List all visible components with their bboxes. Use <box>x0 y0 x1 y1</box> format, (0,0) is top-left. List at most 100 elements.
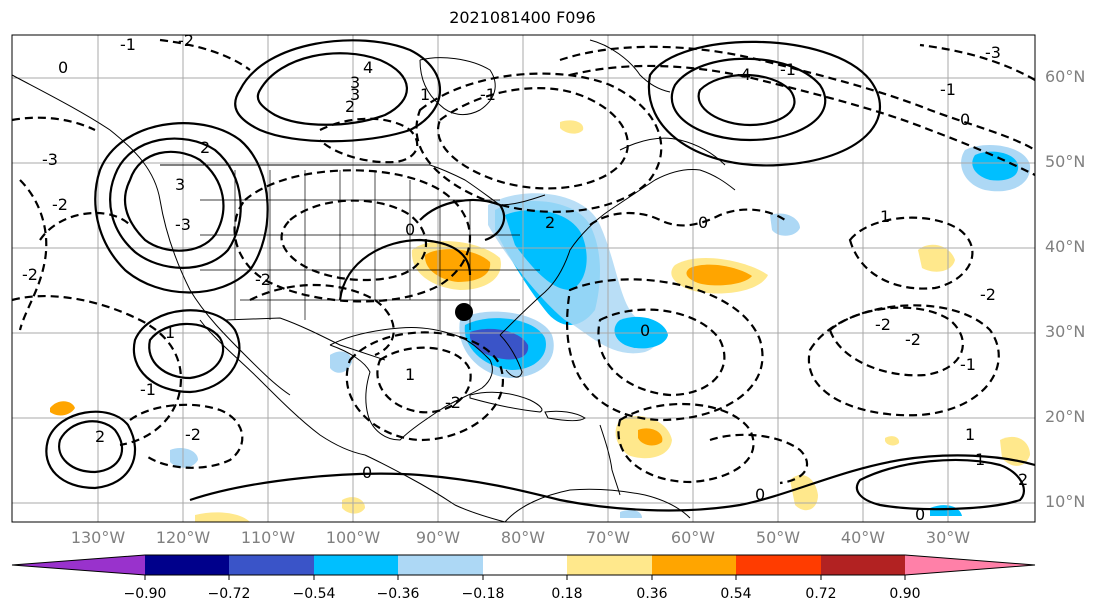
lon-label: 50°W <box>755 528 801 547</box>
coast-mexico-west <box>199 319 366 456</box>
shade-yellow-7 <box>195 512 250 522</box>
contour-label: -4 <box>735 65 751 84</box>
contour-label: -2 <box>980 285 996 304</box>
contour-zero-south <box>189 454 1036 512</box>
contour-label: 1 <box>880 207 890 226</box>
coast-greenland <box>589 39 671 93</box>
shade-orange-pac <box>50 401 75 416</box>
lat-label: 10°N <box>1045 492 1086 511</box>
colorbar-tick-label: −0.90 <box>123 586 167 602</box>
shade-yellow-8 <box>885 436 900 446</box>
us-canada-border <box>160 164 546 206</box>
shade-blue-north-atl <box>972 151 1019 181</box>
coast-central-america <box>364 454 506 523</box>
contour-label: -3 <box>985 43 1001 62</box>
colorbar-tick-label: −0.18 <box>461 586 505 602</box>
contour-label: 2 <box>200 138 210 157</box>
contour-label: -2 <box>875 315 891 334</box>
lat-label: 40°N <box>1045 237 1086 256</box>
coastlines <box>11 39 736 523</box>
coast-canada-east <box>619 137 736 191</box>
lon-label: 110°W <box>240 528 296 547</box>
contour-label: 3 <box>350 73 360 92</box>
shading-layer <box>50 120 1031 522</box>
lat-label: 30°N <box>1045 322 1086 341</box>
contour-label: -2 <box>178 31 194 50</box>
coast-antilles <box>599 424 621 496</box>
colorbar <box>11 554 1036 580</box>
shade-yellow-3 <box>560 120 584 134</box>
lon-label: 90°W <box>415 528 461 547</box>
lon-label: 30°W <box>925 528 971 547</box>
contour-label: 2 <box>95 427 105 446</box>
contour-label: -2 <box>52 195 68 214</box>
colorbar-seg-3 <box>314 555 398 575</box>
colorbar-min-arrow <box>12 555 145 575</box>
contour-neg-atl <box>848 216 974 290</box>
lon-label: 80°W <box>500 528 546 547</box>
shade-yellow-1 <box>918 244 955 272</box>
contour-label: 4 <box>363 58 373 77</box>
shade-lightblue-mex <box>330 351 352 373</box>
graticule <box>12 35 1035 522</box>
contour-label: 0 <box>640 321 650 340</box>
contour-label: -1 <box>140 380 156 399</box>
lat-label: 50°N <box>1045 152 1086 171</box>
contour-label: 1 <box>420 85 430 104</box>
contour-label: 0 <box>698 213 708 232</box>
contour-label: 2 <box>545 213 555 232</box>
contour-label: -3 <box>42 150 58 169</box>
contour-pac-low-south <box>58 420 124 474</box>
colorbar-tick-label: 0.18 <box>551 586 583 602</box>
contour-label: -2 <box>255 270 271 289</box>
contour-neg-north <box>437 87 629 190</box>
colorbar-tick-label: 0.54 <box>720 586 752 602</box>
map-frame <box>11 34 1036 523</box>
contour-label: -2 <box>445 393 461 412</box>
lon-label: 100°W <box>325 528 381 547</box>
colorbar-tick-label: 0.72 <box>805 586 837 602</box>
shade-orange-atlantic <box>686 264 752 286</box>
contour-label: 1 <box>165 323 175 342</box>
map-title: 2021081400 F096 <box>449 8 596 27</box>
contour-label: 0 <box>960 110 970 129</box>
shade-orange-2 <box>638 428 663 446</box>
colorbar-tick-label: 0.36 <box>636 586 668 602</box>
coast-hudson <box>419 57 496 116</box>
lon-label: 40°W <box>840 528 886 547</box>
coast-gulf <box>329 327 493 441</box>
contour-pac-high <box>123 150 225 252</box>
contour-label: 3 <box>350 85 360 104</box>
contour-label: 0 <box>405 220 415 239</box>
coast-florida <box>499 334 523 378</box>
shade-blue-east-us-core <box>505 210 587 290</box>
contour-label: 0 <box>362 463 372 482</box>
contours-dashed <box>11 38 1036 485</box>
coast-cuba <box>469 391 543 413</box>
lon-label: 70°W <box>585 528 631 547</box>
lon-label: 130°W <box>70 528 126 547</box>
shade-dark-gulf <box>469 328 529 360</box>
contour-label: 1 <box>975 450 985 469</box>
contour-label: 2 <box>345 97 355 116</box>
coast-south-america <box>504 488 691 523</box>
contour-label: 3 <box>175 175 185 194</box>
contour-label: 0 <box>915 505 925 524</box>
colorbar-seg-8 <box>736 555 821 575</box>
coast-hispaniola <box>544 410 586 422</box>
shade-lightblue-pac <box>170 448 198 468</box>
contour-label: -1 <box>780 60 796 79</box>
state-borders <box>200 170 540 330</box>
us-mexico-border <box>224 317 386 361</box>
coast-pacific-nw <box>11 74 291 396</box>
contour-north-high <box>256 52 408 126</box>
lat-label: 20°N <box>1045 407 1086 426</box>
colorbar-seg-6 <box>567 555 652 575</box>
colorbar-seg-9 <box>821 555 905 575</box>
contour-label: -3 <box>175 215 191 234</box>
lat-label: 60°N <box>1045 67 1086 86</box>
storm-position-marker <box>455 303 473 321</box>
contour-label: -1 <box>960 355 976 374</box>
contour-label: 0 <box>58 58 68 77</box>
contour-label: 2 <box>1018 470 1028 489</box>
